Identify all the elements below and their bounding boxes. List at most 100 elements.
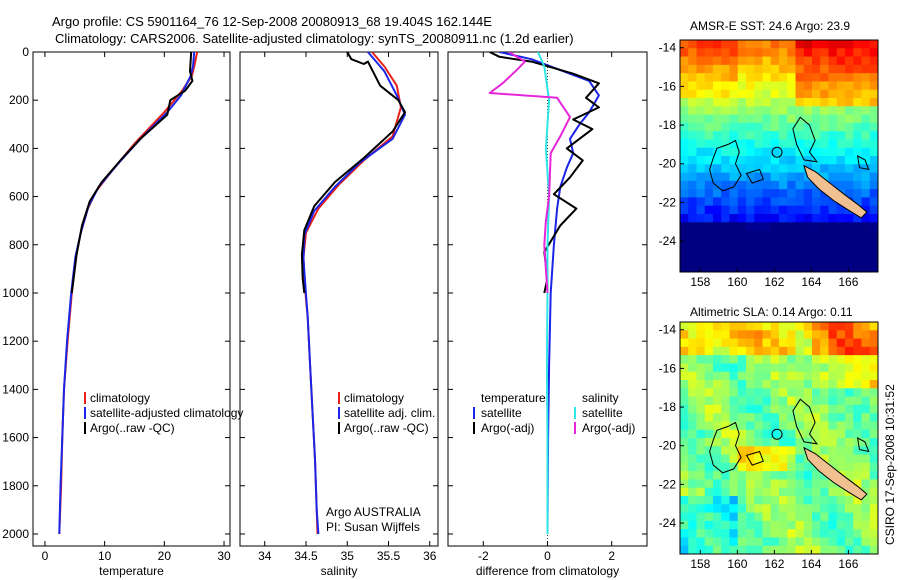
heatmap-cell	[770, 438, 780, 447]
reef-contour	[745, 168, 764, 184]
heatmap-cell	[696, 338, 706, 348]
heatmap-cell	[845, 89, 854, 99]
heatmap-cell	[746, 263, 755, 272]
heatmap-cell	[770, 330, 780, 340]
heatmap-cell	[680, 164, 689, 174]
series-line-2	[536, 52, 551, 534]
heatmap-cell	[803, 189, 813, 199]
heatmap-cell	[853, 172, 863, 182]
heatmap-cell	[688, 529, 698, 539]
heatmap-cell	[721, 122, 731, 132]
heatmap-cell	[779, 131, 788, 141]
heatmap-cell	[704, 255, 714, 265]
heatmap-cell	[704, 98, 714, 107]
heatmap-cell	[721, 164, 731, 174]
heatmap-cell	[688, 247, 698, 257]
x-tick-label: 35	[341, 549, 355, 563]
heatmap-cell	[688, 388, 698, 398]
heatmap-cell	[729, 98, 739, 107]
heatmap-cell	[746, 380, 755, 389]
heatmap-cell	[861, 355, 871, 365]
legend-label-climatology: climatology	[344, 391, 404, 405]
heatmap-cell	[779, 520, 788, 530]
heatmap-cell	[787, 421, 797, 431]
heatmap-cell	[713, 172, 722, 182]
heatmap-cell	[803, 529, 813, 539]
heatmap-cell	[820, 438, 830, 447]
heatmap-cell	[721, 263, 731, 272]
heatmap-cell	[680, 114, 689, 124]
heatmap-cell	[861, 429, 871, 439]
heatmap-cell	[729, 512, 739, 522]
heatmap-cell	[713, 446, 722, 456]
heatmap-cell	[779, 446, 788, 456]
heatmap-cell	[746, 147, 755, 157]
heatmap-cell	[820, 371, 830, 381]
heatmap-cell	[762, 355, 772, 365]
heatmap-cell	[803, 230, 813, 240]
heatmap-cell	[861, 106, 871, 116]
heatmap-cell	[836, 164, 846, 174]
heatmap-cell	[696, 122, 706, 132]
heatmap-cell	[680, 363, 689, 373]
heatmap-cell	[795, 438, 805, 447]
heatmap-cell	[836, 396, 846, 406]
heatmap-cell	[704, 247, 714, 257]
heatmap-cell	[713, 89, 722, 99]
y-tick-label: -16	[659, 361, 677, 375]
heatmap-cell	[803, 487, 813, 497]
heatmap-cell	[869, 496, 878, 505]
salinity-profile-panel: 34 34.5 35 35.5 36 salinity	[239, 51, 439, 578]
heatmap-cell	[737, 180, 747, 190]
heatmap-cell	[853, 147, 863, 157]
heatmap-cell	[803, 330, 813, 340]
heatmap-cell	[845, 263, 854, 272]
heatmap-cell	[680, 180, 689, 190]
heatmap-cell	[729, 438, 739, 447]
heatmap-cell	[845, 438, 854, 447]
heatmap-cell	[779, 222, 788, 232]
heatmap-cell	[812, 330, 821, 340]
heatmap-cell	[704, 512, 714, 522]
heatmap-cell	[787, 164, 797, 174]
heatmap-cell	[795, 114, 805, 124]
heatmap-cell	[737, 322, 747, 331]
heatmap-cell	[779, 512, 788, 522]
heatmap-cell	[795, 496, 805, 505]
heatmap-cell	[828, 438, 838, 447]
heatmap-cell	[812, 380, 821, 389]
heatmap-cell	[836, 40, 846, 49]
heatmap-cell	[828, 106, 838, 116]
heatmap-cell	[853, 197, 863, 207]
heatmap-cell	[721, 338, 731, 348]
heatmap-cell	[754, 40, 764, 49]
heatmap-cell	[820, 346, 830, 356]
heatmap-cell	[836, 520, 846, 530]
heatmap-cell	[845, 413, 854, 423]
heatmap-cell	[795, 529, 805, 539]
heatmap-cell	[713, 222, 722, 232]
heatmap-cell	[803, 114, 813, 124]
heatmap-cell	[704, 471, 714, 481]
heatmap-cell	[680, 230, 689, 240]
heatmap-cell	[721, 197, 731, 207]
heatmap-cell	[770, 421, 780, 431]
heatmap-cell	[696, 355, 706, 365]
heatmap-cell	[713, 380, 722, 389]
heatmap-cell	[713, 404, 722, 414]
heatmap-cell	[746, 180, 755, 190]
heatmap-cell	[737, 172, 747, 182]
heatmap-cell	[737, 189, 747, 199]
heatmap-cell	[688, 172, 698, 182]
heatmap-cell	[762, 421, 772, 431]
heatmap-cell	[779, 73, 788, 83]
heatmap-cell	[795, 404, 805, 414]
heatmap-cell	[713, 396, 722, 406]
heatmap-cell	[680, 73, 689, 83]
heatmap-cell	[737, 346, 747, 356]
heatmap-cell	[861, 520, 871, 530]
heatmap-cell	[696, 81, 706, 91]
heatmap-cell	[861, 73, 871, 83]
heatmap-cell	[853, 421, 863, 431]
